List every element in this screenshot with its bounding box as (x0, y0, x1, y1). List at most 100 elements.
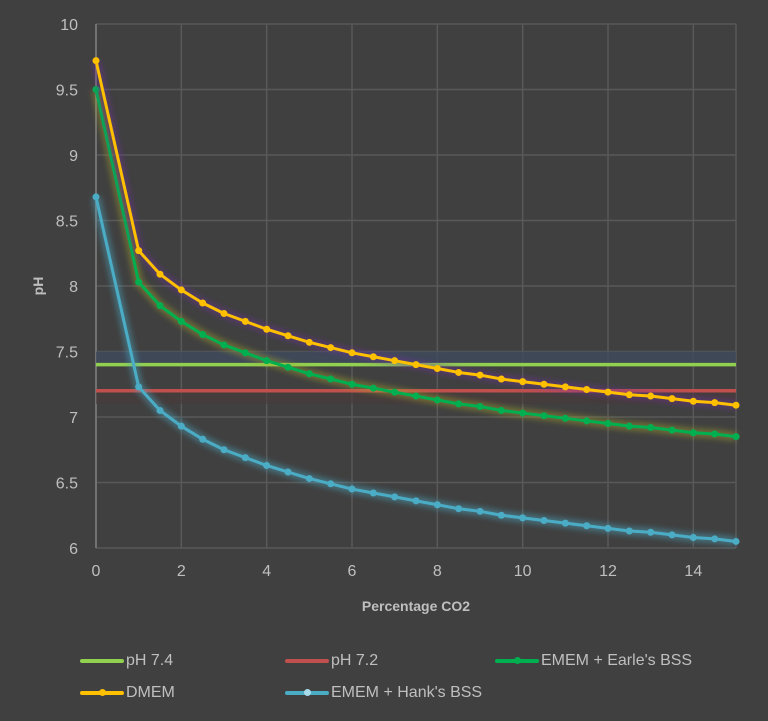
data-point (220, 310, 228, 318)
data-point (369, 384, 377, 392)
data-point (284, 363, 292, 371)
data-point (412, 497, 420, 505)
x-tick-label: 8 (433, 563, 442, 580)
data-point (561, 519, 569, 527)
data-point (647, 528, 655, 536)
legend-label: EMEM + Earle's BSS (541, 652, 693, 669)
x-tick-label: 10 (514, 563, 532, 580)
legend-swatch (495, 657, 539, 664)
data-point (433, 365, 441, 373)
data-point (519, 378, 527, 386)
legend-label: pH 7.4 (126, 652, 174, 669)
y-tick-label: 8.5 (56, 214, 78, 231)
y-tick-label: 10 (60, 17, 78, 34)
data-point (263, 325, 271, 333)
x-tick-label: 2 (177, 563, 186, 580)
legend-swatch (285, 659, 329, 663)
data-point (433, 501, 441, 509)
series-lines (91, 57, 740, 546)
data-point (497, 406, 505, 414)
ph-vs-co2-chart: 6 6.5 7 7.5 8 8.5 9 9.5 10 0 2 4 6 8 10 12 14 Percentage… (30, 17, 740, 614)
data-point (519, 514, 527, 522)
data-point (177, 286, 185, 294)
data-point (305, 475, 313, 483)
data-point (199, 435, 207, 443)
data-point (625, 422, 633, 430)
data-point (327, 344, 335, 352)
data-point (732, 433, 740, 441)
legend-marker-icon (514, 657, 521, 664)
y-tick-label: 9.5 (56, 83, 78, 100)
data-point (711, 399, 719, 407)
data-point (497, 375, 505, 383)
data-point (135, 383, 143, 391)
legend-swatch (80, 689, 124, 696)
data-point (391, 388, 399, 396)
tick-labels: 6 6.5 7 7.5 8 8.5 9 9.5 10 0 2 4 6 8 10 12 14 (56, 17, 703, 580)
data-point (604, 388, 612, 396)
data-point (220, 341, 228, 349)
y-tick-label: 7 (69, 410, 78, 427)
grid (95, 23, 737, 549)
data-point (540, 516, 548, 524)
data-point (519, 409, 527, 417)
series-glow (91, 195, 737, 546)
data-point (455, 368, 463, 376)
data-point (305, 370, 313, 378)
y-tick-label: 7.5 (56, 345, 78, 362)
data-point (327, 480, 335, 488)
data-point (263, 461, 271, 469)
x-tick-label: 12 (599, 563, 617, 580)
data-point (327, 375, 335, 383)
y-tick-label: 8 (69, 279, 78, 296)
x-tick-label: 4 (262, 563, 271, 580)
data-point (348, 349, 356, 357)
x-tick-label: 0 (92, 563, 101, 580)
data-point (135, 278, 143, 286)
legend-item: pH 7.4 (80, 652, 173, 670)
legend-item: EMEM + Earle's BSS (495, 652, 692, 670)
data-point (220, 446, 228, 454)
legend-marker-icon (304, 689, 311, 696)
data-point (433, 396, 441, 404)
data-point (177, 317, 185, 325)
legend-item: pH 7.2 (285, 652, 378, 670)
data-point (668, 531, 676, 539)
data-point (711, 430, 719, 438)
data-point (604, 524, 612, 532)
data-point (412, 392, 420, 400)
data-point (689, 429, 697, 437)
data-point (199, 299, 207, 307)
data-point (369, 353, 377, 361)
data-point (561, 383, 569, 391)
data-point (177, 422, 185, 430)
data-point (92, 57, 100, 65)
data-point (583, 417, 591, 425)
legend-item: DMEM (80, 684, 175, 702)
data-point (647, 392, 655, 400)
data-point (199, 330, 207, 338)
legend-label: pH 7.2 (331, 652, 379, 669)
data-point (156, 302, 164, 310)
data-point (476, 403, 484, 411)
data-point (263, 357, 271, 365)
data-point (668, 426, 676, 434)
legend-swatch (285, 689, 329, 696)
series-glow (91, 88, 737, 442)
legend-marker-icon (99, 689, 106, 696)
y-tick-label: 9 (69, 148, 78, 165)
data-point (476, 371, 484, 379)
data-point (241, 349, 249, 357)
data-point (135, 247, 143, 255)
data-point (284, 468, 292, 476)
legend-label: EMEM + Hank's BSS (331, 684, 483, 701)
legend-swatch (80, 659, 124, 663)
x-tick-label: 6 (348, 563, 357, 580)
data-point (92, 193, 100, 201)
data-point (241, 454, 249, 462)
series-line (94, 89, 737, 439)
legend-label: DMEM (126, 684, 175, 701)
data-point (391, 357, 399, 365)
data-point (348, 485, 356, 493)
data-point (561, 414, 569, 422)
